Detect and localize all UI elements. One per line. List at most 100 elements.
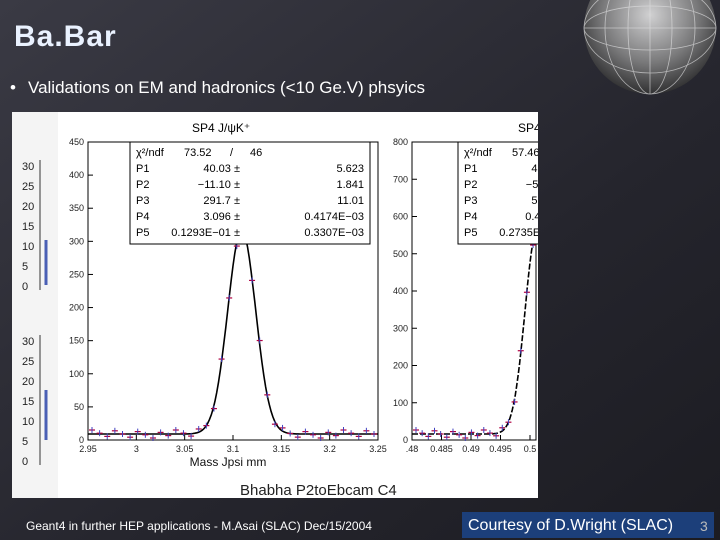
x-axis-label: Kₛ mass (600, 455, 644, 469)
plot-caption: Bhabha P2toEbcam C4 (240, 482, 397, 499)
x-tick-label: .48 (406, 444, 419, 454)
y-tick-label: 350 (69, 203, 84, 213)
stats-error: 11.01 (337, 195, 364, 207)
stats-error: 0.3307E−03 (304, 227, 364, 239)
stub-bottom-tick-label: 10 (22, 416, 34, 428)
y-tick-label: 600 (393, 212, 408, 222)
courtesy-box (462, 512, 714, 538)
x-tick-label: 0.51 (580, 444, 598, 454)
y-tick-label: 0 (79, 435, 84, 445)
left-stub-panel (12, 112, 58, 498)
stub-top-tick-label: 10 (22, 241, 34, 253)
x-tick-label: 3.25 (369, 444, 387, 454)
fit-curve (88, 229, 378, 435)
stats-error: 0.5403E−04 (632, 211, 692, 223)
x-tick-label: 3.05 (176, 444, 194, 454)
stats-separator: / (230, 147, 234, 159)
plot-title: SP4 J/ψKₛ (518, 121, 574, 135)
stats-box (129, 141, 371, 245)
stats-error: 5.623 (336, 163, 364, 175)
stub-top-tick-label: 25 (22, 181, 34, 193)
page-number: 3 (700, 518, 708, 534)
stats-param-name: P5 (136, 227, 149, 239)
x-tick-label: 3 (134, 444, 139, 454)
stats-value: 73.52 (184, 147, 212, 159)
stats-error: 1.841 (336, 179, 364, 191)
y-tick-label: 300 (69, 236, 84, 246)
bullet-dot: • (10, 78, 16, 97)
y-tick-label: 100 (393, 398, 408, 408)
y-tick-label: 800 (393, 137, 408, 147)
stats-param-name: P2 (136, 179, 149, 191)
x-tick-label: 3.2 (323, 444, 336, 454)
stats-param-name: P5 (464, 227, 477, 239)
stub-bottom-tick-label: 15 (22, 396, 34, 408)
stats-value: 0.4980 ± (525, 211, 568, 223)
x-tick-label: 3.15 (273, 444, 291, 454)
stats-error: 46 (250, 147, 262, 159)
x-tick-label: 0.49 (462, 444, 480, 454)
stats-param-name: P1 (464, 163, 477, 175)
x-tick-label: 2.95 (79, 444, 97, 454)
y-tick-label: 400 (393, 286, 408, 296)
stub-top-tick-label: 20 (22, 201, 34, 213)
x-tick-label: 0.5 (524, 444, 537, 454)
stats-error: 37 (578, 147, 590, 159)
stats-error: 0.4174E−03 (304, 211, 364, 223)
y-tick-label: 700 (393, 174, 408, 184)
x-tick-label: 3.1 (227, 444, 240, 454)
stub-bottom-tick-label: 30 (22, 336, 34, 348)
y-tick-label: 300 (393, 323, 408, 333)
stats-value: 0.1293E−01 ± (171, 227, 240, 239)
stub-top-tick-label: 0 (22, 281, 28, 293)
stub-top-tick-label: 15 (22, 221, 34, 233)
stats-error: 19.78 (664, 179, 692, 191)
y-tick-label: 200 (69, 303, 84, 313)
stats-param-name: χ²/ndf (136, 147, 165, 159)
footer-text: Geant4 in further HEP applications - M.A… (26, 519, 372, 533)
stats-param-name: P1 (136, 163, 149, 175)
stats-value: 516.3 ± (531, 195, 568, 207)
y-tick-label: 150 (69, 336, 84, 346)
stub-bottom-tick-label: 0 (22, 456, 28, 468)
stats-param-name: P4 (464, 211, 477, 223)
plot-2: SP4 J/ψKₛ 0 100 200 300 400 500 600 700 800 .48 0.4… (393, 121, 692, 469)
stub-top-tick-label: 5 (22, 261, 28, 273)
slide-title: Ba.Bar (14, 20, 117, 53)
x-tick-label: 0.505 (548, 444, 571, 454)
stats-value: −11.10 ± (198, 179, 240, 191)
x-tick-label: 0.485 (430, 444, 453, 454)
stats-error: 9.941 (664, 163, 692, 175)
y-tick-label: 100 (69, 369, 84, 379)
stub-bottom-tick-label: 20 (22, 376, 34, 388)
stats-param-name: P2 (464, 179, 477, 191)
bullet-text: Validations on EM and hadronics (<10 Ge.… (28, 78, 426, 97)
x-tick-label: 0.515 (607, 444, 630, 454)
x-axis-label: Mass Jpsi mm (190, 455, 267, 469)
stats-error: 0.5014E−04 (632, 227, 692, 239)
stats-value: 57.46 (512, 147, 540, 159)
stats-value: 291.7 ± (203, 195, 240, 207)
stats-separator: / (558, 147, 562, 159)
y-tick-label: 500 (393, 249, 408, 259)
bullet-item: • Validations on EM and hadronics (<10 Ge… (10, 78, 425, 98)
stats-error: 12.99 (664, 195, 692, 207)
stats-param-name: P4 (136, 211, 149, 223)
y-tick-label: 50 (74, 402, 84, 412)
stats-value: 3.096 ± (203, 211, 240, 223)
stats-value: −58.11 ± (526, 179, 568, 191)
x-tick-label: 0.52 (639, 444, 657, 454)
y-tick-label: 450 (69, 137, 84, 147)
stub-bottom-tick-label: 5 (22, 436, 28, 448)
y-tick-label: 250 (69, 269, 84, 279)
plot-title: SP4 J/ψK⁺ (192, 121, 250, 135)
stats-param-name: χ²/ndf (464, 147, 493, 159)
y-tick-label: 0 (403, 435, 408, 445)
stub-bottom-tick-label: 25 (22, 356, 34, 368)
stats-value: 0.2735E−02 ± (499, 227, 568, 239)
stats-value: 42.88 ± (531, 163, 568, 175)
plot-1: SP4 J/ψK⁺ 0 50 100 150 200 250 300 350 400 450 2.95… (69, 121, 387, 469)
y-tick-label: 200 (393, 361, 408, 371)
stub-top-tick-label: 30 (22, 161, 34, 173)
